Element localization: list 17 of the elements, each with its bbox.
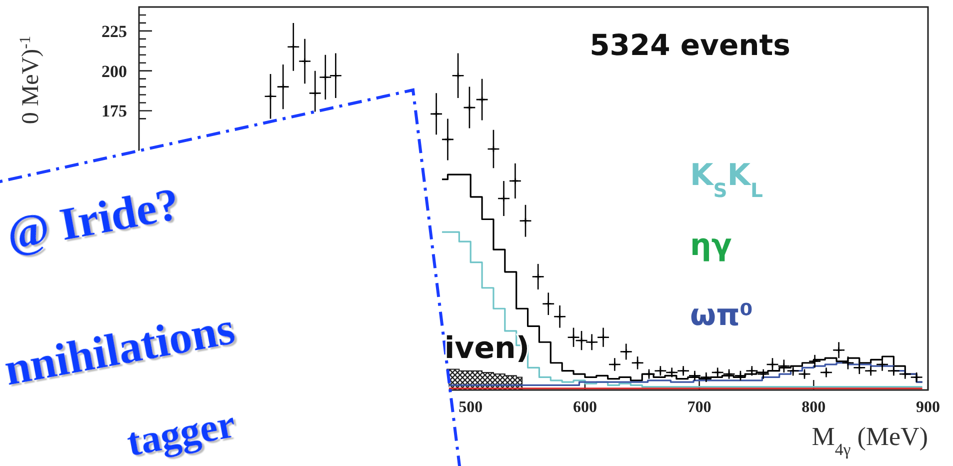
annotation: 5324 events xyxy=(590,28,790,62)
legend-label: ηγ xyxy=(690,228,732,263)
annotation: @ Iride? xyxy=(2,178,184,260)
y-tick-label: 200 xyxy=(102,62,127,81)
text: K$_{S}$K$_{L}$ xyxy=(690,158,763,202)
y-tick-label: 225 xyxy=(102,22,127,41)
x-tick-label: 700 xyxy=(687,399,712,416)
annotation: nnihilations xyxy=(0,302,239,395)
x-tick-label: 800 xyxy=(802,399,826,416)
x-axis-title: M$_{4γ}$ (MeV) xyxy=(812,422,928,458)
y-tick-label: 175 xyxy=(102,102,127,121)
x-tick-label: 500 xyxy=(458,399,483,416)
text: tagger xyxy=(123,400,239,465)
annotation: iven) xyxy=(444,331,530,366)
series-label: ωπ⁰ xyxy=(690,298,753,333)
x-tick-label: 600 xyxy=(572,399,597,416)
x-tick-label: 900 xyxy=(916,399,940,416)
